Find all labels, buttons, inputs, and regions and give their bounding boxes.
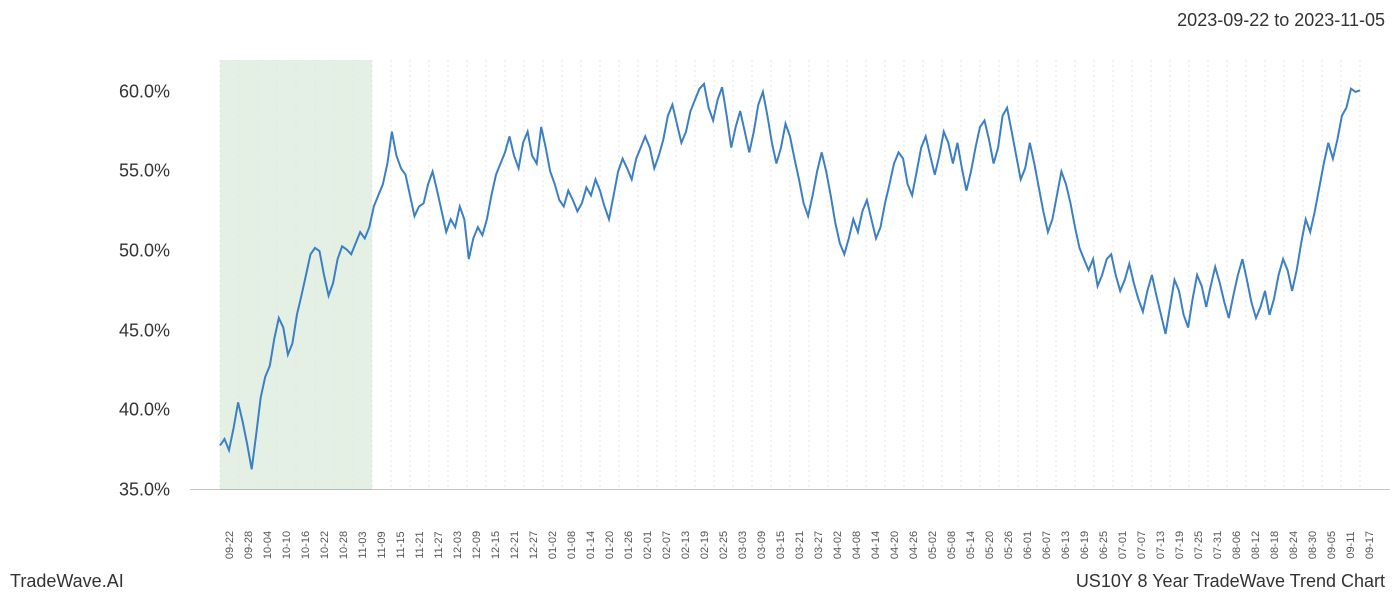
x-tick-label: 09-28 [243,531,255,559]
x-tick-label: 06-01 [1022,531,1034,559]
chart-area [190,60,1390,490]
x-tick-label: 05-14 [965,531,977,559]
x-tick-label: 06-25 [1098,531,1110,559]
x-tick-label: 07-25 [1193,531,1205,559]
y-tick-label: 45.0% [119,320,170,341]
x-tick-label: 09-17 [1364,531,1376,559]
x-tick-label: 06-13 [1060,531,1072,559]
x-tick-label: 05-20 [984,531,996,559]
x-tick-label: 01-02 [547,531,559,559]
x-tick-label: 06-07 [1041,531,1053,559]
x-tick-label: 04-14 [870,531,882,559]
x-tick-label: 02-19 [699,531,711,559]
chart-title: US10Y 8 Year TradeWave Trend Chart [1076,571,1385,592]
x-tick-label: 03-09 [756,531,768,559]
x-tick-label: 10-22 [319,531,331,559]
y-tick-label: 50.0% [119,241,170,262]
x-tick-label: 12-15 [490,531,502,559]
x-tick-label: 09-11 [1345,531,1357,558]
x-tick-label: 08-24 [1288,531,1300,559]
x-tick-label: 10-16 [300,531,312,559]
x-tick-label: 03-21 [794,531,806,559]
x-tick-label: 09-05 [1326,531,1338,559]
x-tick-label: 08-30 [1307,531,1319,559]
y-axis: 35.0%40.0%45.0%50.0%55.0%60.0% [0,60,180,490]
x-tick-label: 10-28 [338,531,350,559]
x-tick-label: 02-25 [718,531,730,559]
x-tick-label: 07-31 [1212,531,1224,559]
y-tick-label: 60.0% [119,81,170,102]
x-tick-label: 07-19 [1174,531,1186,559]
x-tick-label: 11-09 [376,531,388,558]
x-tick-label: 05-26 [1003,531,1015,559]
x-tick-label: 07-01 [1117,531,1129,559]
x-tick-label: 11-21 [414,531,426,558]
x-tick-label: 05-02 [927,531,939,559]
x-tick-label: 11-15 [395,531,407,558]
x-tick-label: 04-26 [908,531,920,559]
x-tick-label: 08-12 [1250,531,1262,559]
date-range-label: 2023-09-22 to 2023-11-05 [1177,10,1385,31]
x-tick-label: 03-15 [775,531,787,559]
x-tick-label: 12-21 [509,531,521,559]
x-tick-label: 04-08 [851,531,863,559]
x-tick-label: 02-13 [680,531,692,559]
x-tick-label: 01-26 [623,531,635,559]
x-tick-label: 08-06 [1231,531,1243,559]
y-tick-label: 40.0% [119,400,170,421]
x-tick-label: 03-03 [737,531,749,559]
x-tick-label: 08-18 [1269,531,1281,559]
x-tick-label: 07-13 [1155,531,1167,559]
x-axis: 09-22 09-28 10-04 10-10 10-16 10-22 10-28 11-03… [190,495,1390,565]
x-tick-label: 05-08 [946,531,958,559]
x-tick-label: 02-07 [661,531,673,559]
x-tick-label: 09-22 [224,531,236,559]
y-tick-label: 55.0% [119,161,170,182]
x-tick-label: 01-08 [566,531,578,559]
x-tick-label: 10-04 [262,531,274,559]
x-tick-label: 01-20 [604,531,616,559]
x-tick-label: 07-07 [1136,531,1148,559]
x-tick-label: 01-14 [585,531,597,559]
y-tick-label: 35.0% [119,480,170,501]
x-tick-label: 03-27 [813,531,825,559]
x-tick-label: 02-01 [642,531,654,559]
x-tick-label: 11-03 [357,531,369,558]
chart-svg [190,60,1390,490]
x-tick-label: 04-02 [832,531,844,559]
x-tick-label: 06-19 [1079,531,1091,559]
x-tick-label: 04-20 [889,531,901,559]
x-tick-label: 12-09 [471,531,483,559]
brand-label: TradeWave.AI [10,571,124,592]
x-tick-label: 12-27 [528,531,540,559]
x-tick-label: 11-27 [433,531,445,558]
x-tick-label: 12-03 [452,531,464,559]
x-tick-label: 10-10 [281,531,293,559]
